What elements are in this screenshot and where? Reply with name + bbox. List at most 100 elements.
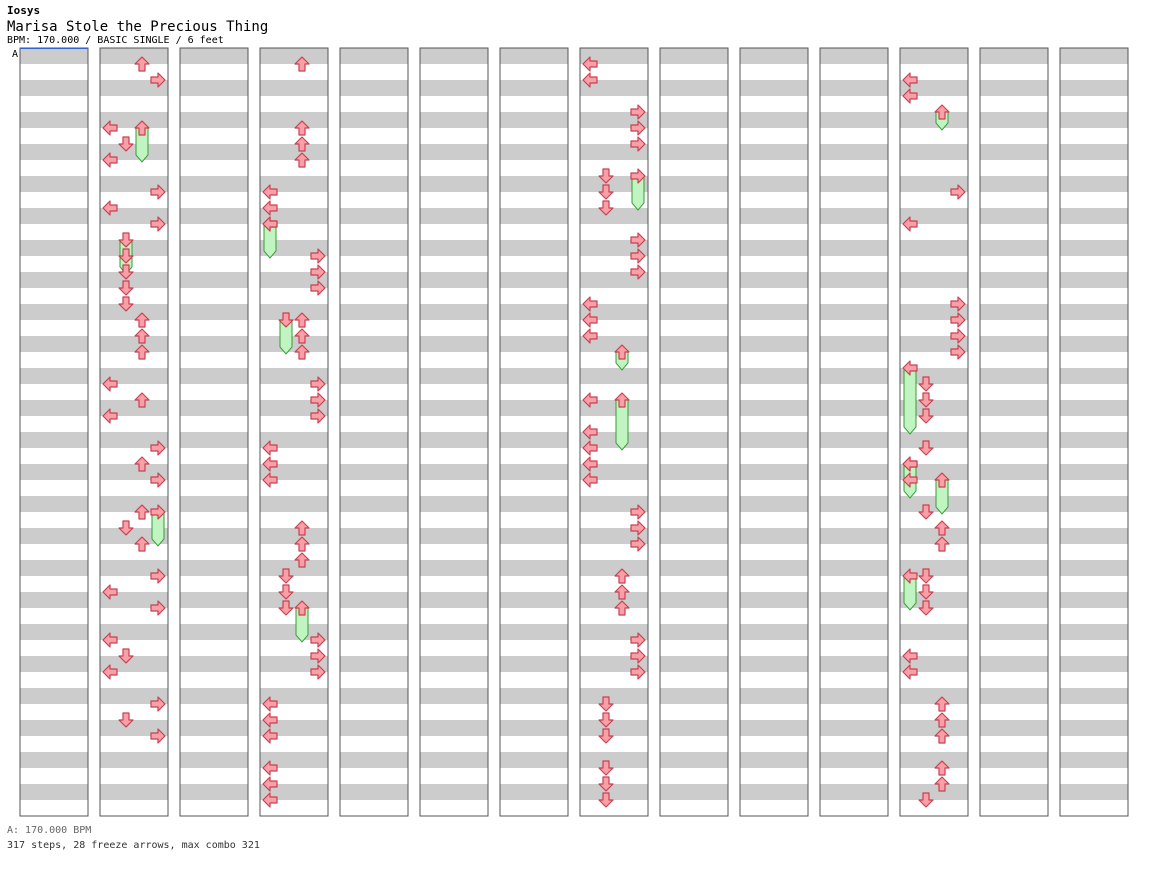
left-arrow-icon [262,200,278,216]
right-arrow-icon [630,264,646,280]
right-arrow-icon [150,568,166,584]
left-arrow-icon [582,440,598,456]
left-arrow-icon [902,360,918,376]
down-arrow-icon [598,760,614,776]
chart-column-1 [19,47,89,817]
right-arrow-icon [150,696,166,712]
chart-column-13 [979,47,1049,817]
chart-column-7 [499,47,569,817]
left-arrow-icon [582,296,598,312]
left-arrow-icon [262,696,278,712]
up-arrow-icon [294,552,310,568]
left-arrow-icon [262,712,278,728]
down-arrow-icon [118,712,134,728]
up-arrow-icon [294,520,310,536]
up-arrow-icon [294,152,310,168]
up-arrow-icon [134,328,150,344]
right-arrow-icon [630,504,646,520]
chart-column-4 [259,47,329,817]
up-arrow-icon [294,328,310,344]
left-arrow-icon [902,72,918,88]
up-arrow-icon [294,600,310,616]
song-artist: Iosys [7,4,41,17]
down-arrow-icon [118,264,134,280]
up-arrow-icon [614,568,630,584]
up-arrow-icon [294,312,310,328]
bpm-marker: A [12,48,88,60]
right-arrow-icon [630,168,646,184]
up-arrow-icon [934,520,950,536]
left-arrow-icon [102,120,118,136]
up-arrow-icon [294,344,310,360]
down-arrow-icon [118,296,134,312]
up-arrow-icon [294,136,310,152]
left-arrow-icon [102,664,118,680]
chart-column-9 [659,47,729,817]
right-arrow-icon [630,232,646,248]
chart-column-3 [179,47,249,817]
song-title: Marisa Stole the Precious Thing [7,19,269,35]
left-arrow-icon [262,440,278,456]
left-arrow-icon [902,456,918,472]
up-arrow-icon [134,504,150,520]
right-arrow-icon [150,72,166,88]
chart-column-5 [339,47,409,817]
left-arrow-icon [902,472,918,488]
chart-column-8 [579,47,649,817]
down-arrow-icon [118,520,134,536]
right-arrow-icon [630,248,646,264]
left-arrow-icon [582,424,598,440]
freeze-arrow-body [903,367,917,435]
right-arrow-icon [150,472,166,488]
right-arrow-icon [310,632,326,648]
up-arrow-icon [934,472,950,488]
left-arrow-icon [262,456,278,472]
up-arrow-icon [934,760,950,776]
left-arrow-icon [582,392,598,408]
chart-stats: 317 steps, 28 freeze arrows, max combo 3… [7,840,260,851]
down-arrow-icon [598,712,614,728]
left-arrow-icon [102,200,118,216]
right-arrow-icon [950,296,966,312]
chart-column-12 [899,47,969,817]
left-arrow-icon [102,584,118,600]
right-arrow-icon [630,104,646,120]
up-arrow-icon [614,344,630,360]
up-arrow-icon [614,584,630,600]
down-arrow-icon [118,648,134,664]
down-arrow-icon [918,440,934,456]
right-arrow-icon [950,344,966,360]
up-arrow-icon [934,696,950,712]
down-arrow-icon [598,728,614,744]
left-arrow-icon [902,568,918,584]
chart-column-10 [739,47,809,817]
right-arrow-icon [150,600,166,616]
left-arrow-icon [262,184,278,200]
left-arrow-icon [582,456,598,472]
down-arrow-icon [598,776,614,792]
chart-column-14 [1059,47,1129,817]
left-arrow-icon [902,664,918,680]
up-arrow-icon [294,536,310,552]
left-arrow-icon [582,312,598,328]
right-arrow-icon [630,664,646,680]
right-arrow-icon [630,120,646,136]
down-arrow-icon [598,696,614,712]
down-arrow-icon [918,600,934,616]
right-arrow-icon [310,648,326,664]
left-arrow-icon [582,472,598,488]
right-arrow-icon [950,184,966,200]
down-arrow-icon [918,392,934,408]
up-arrow-icon [934,776,950,792]
up-arrow-icon [934,728,950,744]
left-arrow-icon [262,728,278,744]
left-arrow-icon [262,472,278,488]
up-arrow-icon [934,712,950,728]
right-arrow-icon [310,664,326,680]
right-arrow-icon [630,520,646,536]
up-arrow-icon [134,120,150,136]
left-arrow-icon [582,328,598,344]
up-arrow-icon [294,120,310,136]
right-arrow-icon [950,312,966,328]
